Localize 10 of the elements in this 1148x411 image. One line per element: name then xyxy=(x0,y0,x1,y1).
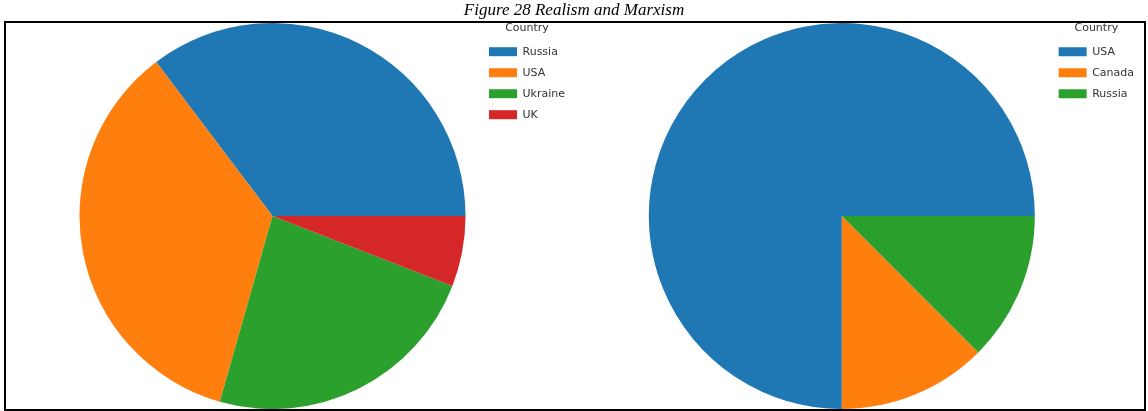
legend-label: USA xyxy=(522,65,546,79)
legend-label: UK xyxy=(522,107,539,121)
chart-title: Figure 28 Realism and Marxism xyxy=(462,0,686,20)
legend-title: Country xyxy=(505,21,550,35)
legend-label: USA xyxy=(1092,44,1116,58)
legend-label: Canada xyxy=(1092,65,1134,79)
legend-title: Country xyxy=(1074,21,1119,35)
legend-label: Russia xyxy=(522,44,558,58)
legend-label: Ukraine xyxy=(522,86,566,100)
legend-label: Russia xyxy=(1092,86,1128,100)
